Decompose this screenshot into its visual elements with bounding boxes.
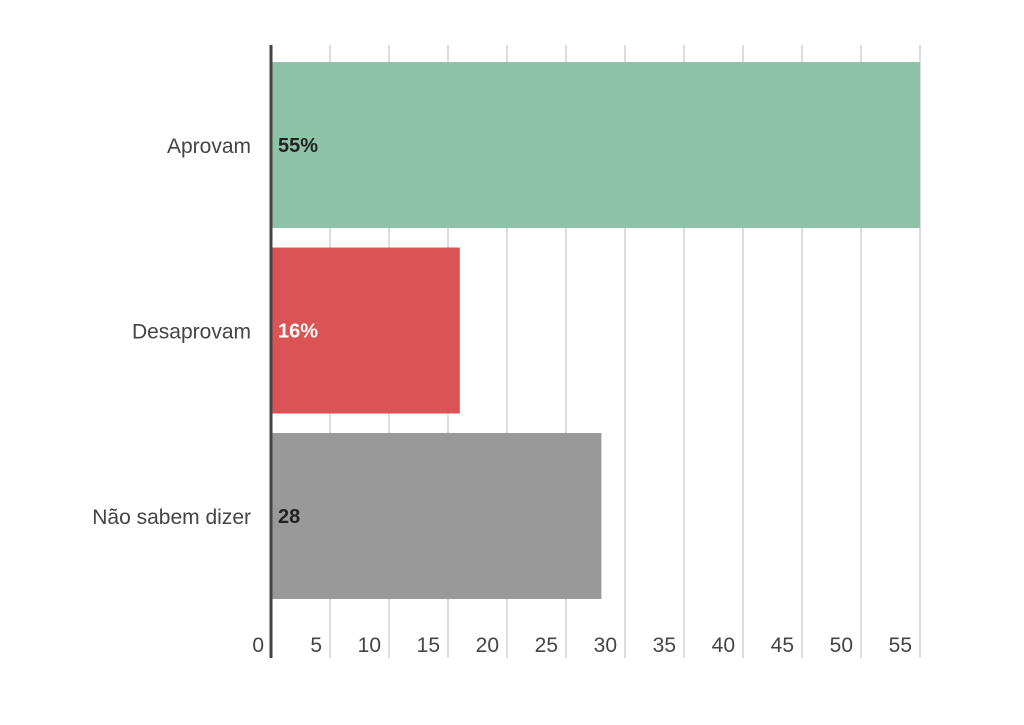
x-tick-label: 45 xyxy=(771,634,794,657)
category-label: Desaprovam xyxy=(132,321,251,344)
data-label: 16% xyxy=(278,321,318,343)
x-tick-label: 20 xyxy=(476,634,499,657)
x-tick-label: 40 xyxy=(712,634,735,657)
data-label: 28 xyxy=(278,506,300,528)
category-label: Aprovam xyxy=(167,135,251,158)
x-tick-label: 50 xyxy=(830,634,853,657)
x-tick-label: 35 xyxy=(653,634,676,657)
bar xyxy=(271,62,920,228)
category-label: Não sabem dizer xyxy=(92,506,251,529)
x-tick-label: 25 xyxy=(535,634,558,657)
x-tick-label: 30 xyxy=(594,634,617,657)
x-tick-label: 15 xyxy=(417,634,440,657)
bar xyxy=(271,247,460,414)
data-label: 55% xyxy=(278,135,318,157)
x-tick-label: 10 xyxy=(358,634,381,657)
x-tick-label: 55 xyxy=(889,634,912,657)
x-tick-label: 0 xyxy=(252,634,264,657)
bar xyxy=(271,433,602,599)
x-tick-label: 5 xyxy=(310,634,322,657)
